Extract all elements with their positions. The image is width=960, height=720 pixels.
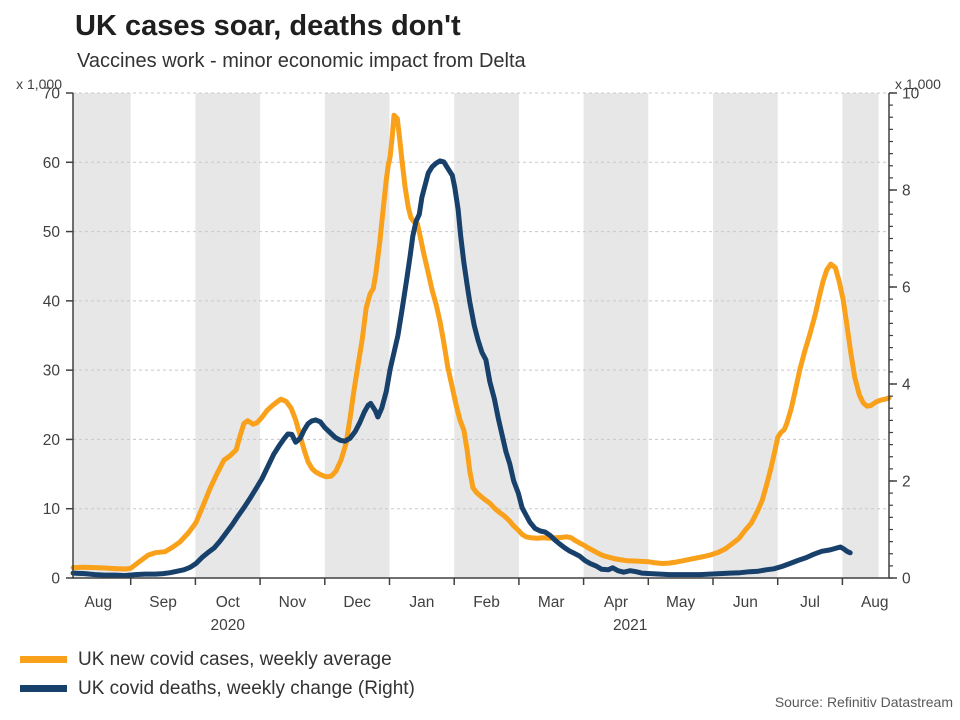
left-axis-unit-label: x 1,000: [16, 76, 62, 92]
svg-text:Jun: Jun: [733, 594, 758, 611]
svg-text:Oct: Oct: [216, 594, 241, 611]
page-title: UK cases soar, deaths don't: [75, 10, 461, 42]
svg-text:20: 20: [43, 432, 61, 449]
svg-text:30: 30: [43, 363, 61, 380]
svg-text:70: 70: [43, 86, 61, 103]
right-axis-ticks: 0 2 4 6 8 10: [889, 86, 920, 588]
svg-text:Sep: Sep: [149, 594, 177, 611]
svg-text:0: 0: [51, 571, 60, 588]
svg-text:60: 60: [43, 155, 61, 172]
svg-text:50: 50: [43, 224, 61, 241]
gridlines: [73, 92, 889, 510]
svg-text:Dec: Dec: [343, 594, 371, 611]
svg-text:0: 0: [902, 571, 911, 588]
svg-text:Mar: Mar: [538, 594, 565, 611]
source-attribution: Source: Refinitiv Datastream: [774, 694, 953, 710]
legend-item-cases: UK new covid cases, weekly average: [20, 645, 415, 674]
right-axis-unit-label: x 1,000: [895, 76, 941, 92]
left-axis-ticks: 0 10 20 30 40 50 60 70: [43, 86, 73, 588]
svg-text:4: 4: [902, 377, 911, 394]
svg-text:6: 6: [902, 280, 911, 297]
svg-text:2: 2: [902, 474, 911, 491]
cases-line-swatch-icon: [20, 656, 67, 663]
svg-text:May: May: [666, 594, 696, 611]
svg-text:2021: 2021: [613, 617, 647, 634]
legend-label-cases: UK new covid cases, weekly average: [78, 648, 392, 670]
svg-text:40: 40: [43, 293, 61, 310]
chart-subtitle: Vaccines work - minor economic impact fr…: [77, 50, 526, 72]
svg-text:2020: 2020: [211, 617, 246, 634]
legend-item-deaths: UK covid deaths, weekly change (Right): [20, 674, 415, 703]
deaths-series-line: [70, 158, 853, 579]
svg-text:10: 10: [43, 501, 61, 518]
svg-text:Nov: Nov: [279, 594, 307, 611]
svg-text:Feb: Feb: [473, 594, 500, 611]
svg-text:10: 10: [902, 86, 920, 103]
deaths-line-swatch-icon: [20, 685, 67, 692]
covid-dual-axis-line-chart: 0 10 20 30 40 50 60 70 0 2 4 6 8 10 Aug Sep Oct Nov Dec Jan…: [43, 86, 920, 635]
cases-series-line: [70, 112, 892, 572]
chart-legend: UK new covid cases, weekly average UK co…: [20, 645, 415, 703]
x-axis-ticks-and-labels: Aug Sep Oct Nov Dec Jan Feb Mar Apr May Jun Jul Aug 2…: [85, 578, 889, 634]
svg-text:Jan: Jan: [409, 594, 434, 611]
svg-text:Aug: Aug: [85, 594, 113, 611]
legend-label-deaths: UK covid deaths, weekly change (Right): [78, 677, 415, 699]
svg-text:Aug: Aug: [861, 594, 889, 611]
svg-text:Apr: Apr: [604, 594, 628, 611]
svg-text:Jul: Jul: [800, 594, 820, 611]
svg-text:8: 8: [902, 183, 911, 200]
